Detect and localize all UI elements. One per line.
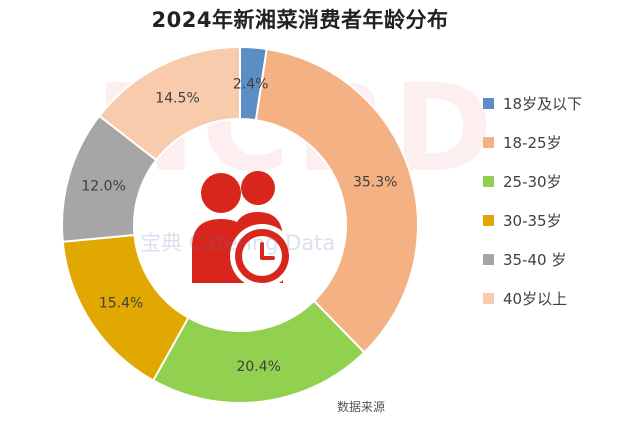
slice-value-label-0: 2.4% [233, 76, 269, 92]
slice-value-label-4: 12.0% [81, 178, 125, 194]
legend-label-5: 40岁以上 [503, 290, 568, 309]
legend-item-2: 25-30岁 [483, 171, 582, 191]
legend-item-5: 40岁以上 [483, 289, 582, 309]
legend-swatch-1 [483, 136, 494, 148]
donut-slice-5 [97, 45, 241, 162]
slice-labels: 2.4% 35.3% 20.4% 15.4% 12.0% 14.5% [81, 76, 397, 374]
legend-swatch-3 [483, 215, 494, 227]
slice-value-label-2: 20.4% [236, 359, 280, 375]
legend-label-3: 30-35岁 [503, 212, 562, 231]
people-clock-icon [192, 171, 294, 288]
chart-title: 2024年新湘菜消费者年龄分布 [151, 8, 449, 32]
legend-item-4: 35-40 岁 [483, 250, 582, 270]
donut-slice-1 [254, 47, 419, 354]
slice-value-label-3: 15.4% [99, 296, 143, 312]
slice-value-label-5: 14.5% [155, 90, 199, 106]
donut-slices [61, 45, 419, 404]
legend-swatch-2 [483, 175, 494, 187]
legend-label-1: 18-25岁 [503, 133, 562, 152]
legend-swatch-0 [483, 97, 494, 109]
legend-item-0: 18岁及以下 [483, 93, 582, 113]
legend-item-3: 30-35岁 [483, 211, 582, 231]
legend-item-1: 18-25岁 [483, 132, 582, 152]
legend-label-0: 18岁及以下 [503, 94, 583, 113]
chart-legend: 18岁及以下 18-25岁 25-30岁 30-35岁 35-40 岁 40岁以上 [483, 93, 582, 328]
legend-swatch-4 [483, 254, 494, 266]
donut-slice-2 [151, 299, 366, 404]
slice-value-label-1: 35.3% [353, 175, 397, 191]
legend-swatch-5 [483, 293, 494, 305]
legend-label-4: 35-40 岁 [503, 251, 567, 270]
source-note: 数据来源 [337, 400, 386, 414]
watermark-text: 宝典 Catering Data [140, 231, 336, 255]
legend-label-2: 25-30岁 [503, 172, 562, 191]
